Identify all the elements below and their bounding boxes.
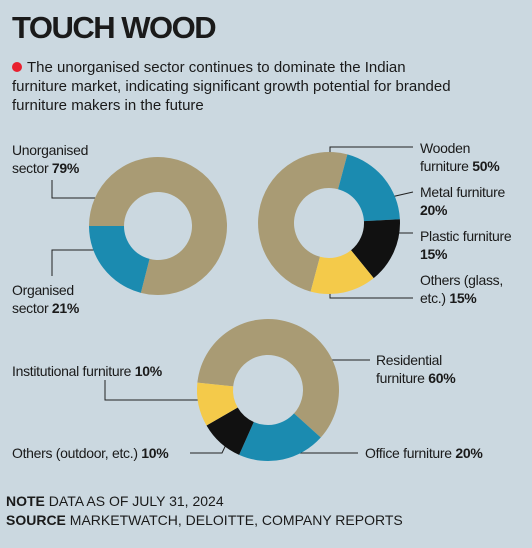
donut-slice bbox=[89, 157, 228, 296]
category: Unorganised sector bbox=[12, 142, 89, 176]
value-label: 10% bbox=[134, 363, 162, 379]
value-label: 60% bbox=[428, 370, 456, 386]
donut-slice bbox=[239, 413, 321, 462]
value-label: 20% bbox=[455, 445, 483, 461]
value-label: 21% bbox=[51, 300, 80, 316]
donut-slice bbox=[89, 226, 150, 293]
donut-slice bbox=[338, 154, 400, 222]
value-label: 15% bbox=[449, 290, 477, 306]
donut-slice bbox=[310, 250, 374, 294]
leader-line bbox=[51, 249, 95, 276]
value-label: 15% bbox=[420, 246, 448, 262]
category: Others (glass, etc.) bbox=[420, 272, 503, 306]
legend-label: Others (outdoor, etc.) 10% bbox=[12, 444, 169, 462]
legend-label: Office furniture 20% bbox=[365, 444, 483, 462]
category: Others (outdoor, etc.) bbox=[12, 445, 138, 461]
category: Office furniture bbox=[365, 445, 452, 461]
footer: NOTE DATA AS OF JULY 31, 2024 SOURCE MAR… bbox=[6, 492, 403, 530]
source: SOURCE MARKETWATCH, DELOITTE, COMPANY RE… bbox=[6, 511, 403, 530]
note: NOTE DATA AS OF JULY 31, 2024 bbox=[6, 492, 403, 511]
donut-slice bbox=[206, 407, 254, 455]
donut-slice bbox=[351, 219, 400, 279]
subtitle: The unorganised sector continues to domi… bbox=[12, 59, 451, 114]
category: Metal furniture bbox=[420, 184, 505, 200]
donut-slice bbox=[197, 318, 339, 438]
legend-label: Organised sector 21% bbox=[12, 281, 108, 317]
legend-label: Residential furniture 60% bbox=[376, 351, 476, 387]
value-label: 50% bbox=[472, 158, 500, 174]
legend-label: Others (glass, etc.) 15% bbox=[420, 271, 532, 307]
legend-label: Plastic furniture 15% bbox=[420, 227, 520, 263]
legend-label: Wooden furniture 50% bbox=[420, 139, 520, 175]
category: Residential furniture bbox=[376, 352, 442, 386]
leader-line bbox=[51, 180, 112, 199]
category: Wooden furniture bbox=[420, 140, 471, 174]
legend-label: Unorganised sector 79% bbox=[12, 141, 108, 177]
note-text: DATA AS OF JULY 31, 2024 bbox=[48, 493, 224, 509]
note-label: NOTE bbox=[6, 493, 45, 509]
legend-label: Institutional furniture 10% bbox=[12, 362, 162, 380]
source-label: SOURCE bbox=[6, 512, 66, 528]
value-label: 10% bbox=[141, 445, 169, 461]
donut-slice bbox=[197, 382, 238, 426]
title: TOUCH WOOD bbox=[12, 10, 217, 45]
category: Organised sector bbox=[12, 282, 74, 316]
source-text: MARKETWATCH, DELOITTE, COMPANY REPORTS bbox=[69, 512, 403, 528]
bullet bbox=[12, 62, 22, 72]
value-label: 20% bbox=[420, 202, 448, 218]
value-label: 79% bbox=[51, 160, 80, 176]
category: Institutional furniture bbox=[12, 363, 132, 379]
leader-line bbox=[104, 380, 215, 401]
legend-label: Metal furniture 20% bbox=[420, 183, 520, 219]
category: Plastic furniture bbox=[420, 228, 512, 244]
donut-slice bbox=[258, 152, 348, 292]
subtitle-block: The unorganised sector continues to domi… bbox=[12, 58, 462, 115]
